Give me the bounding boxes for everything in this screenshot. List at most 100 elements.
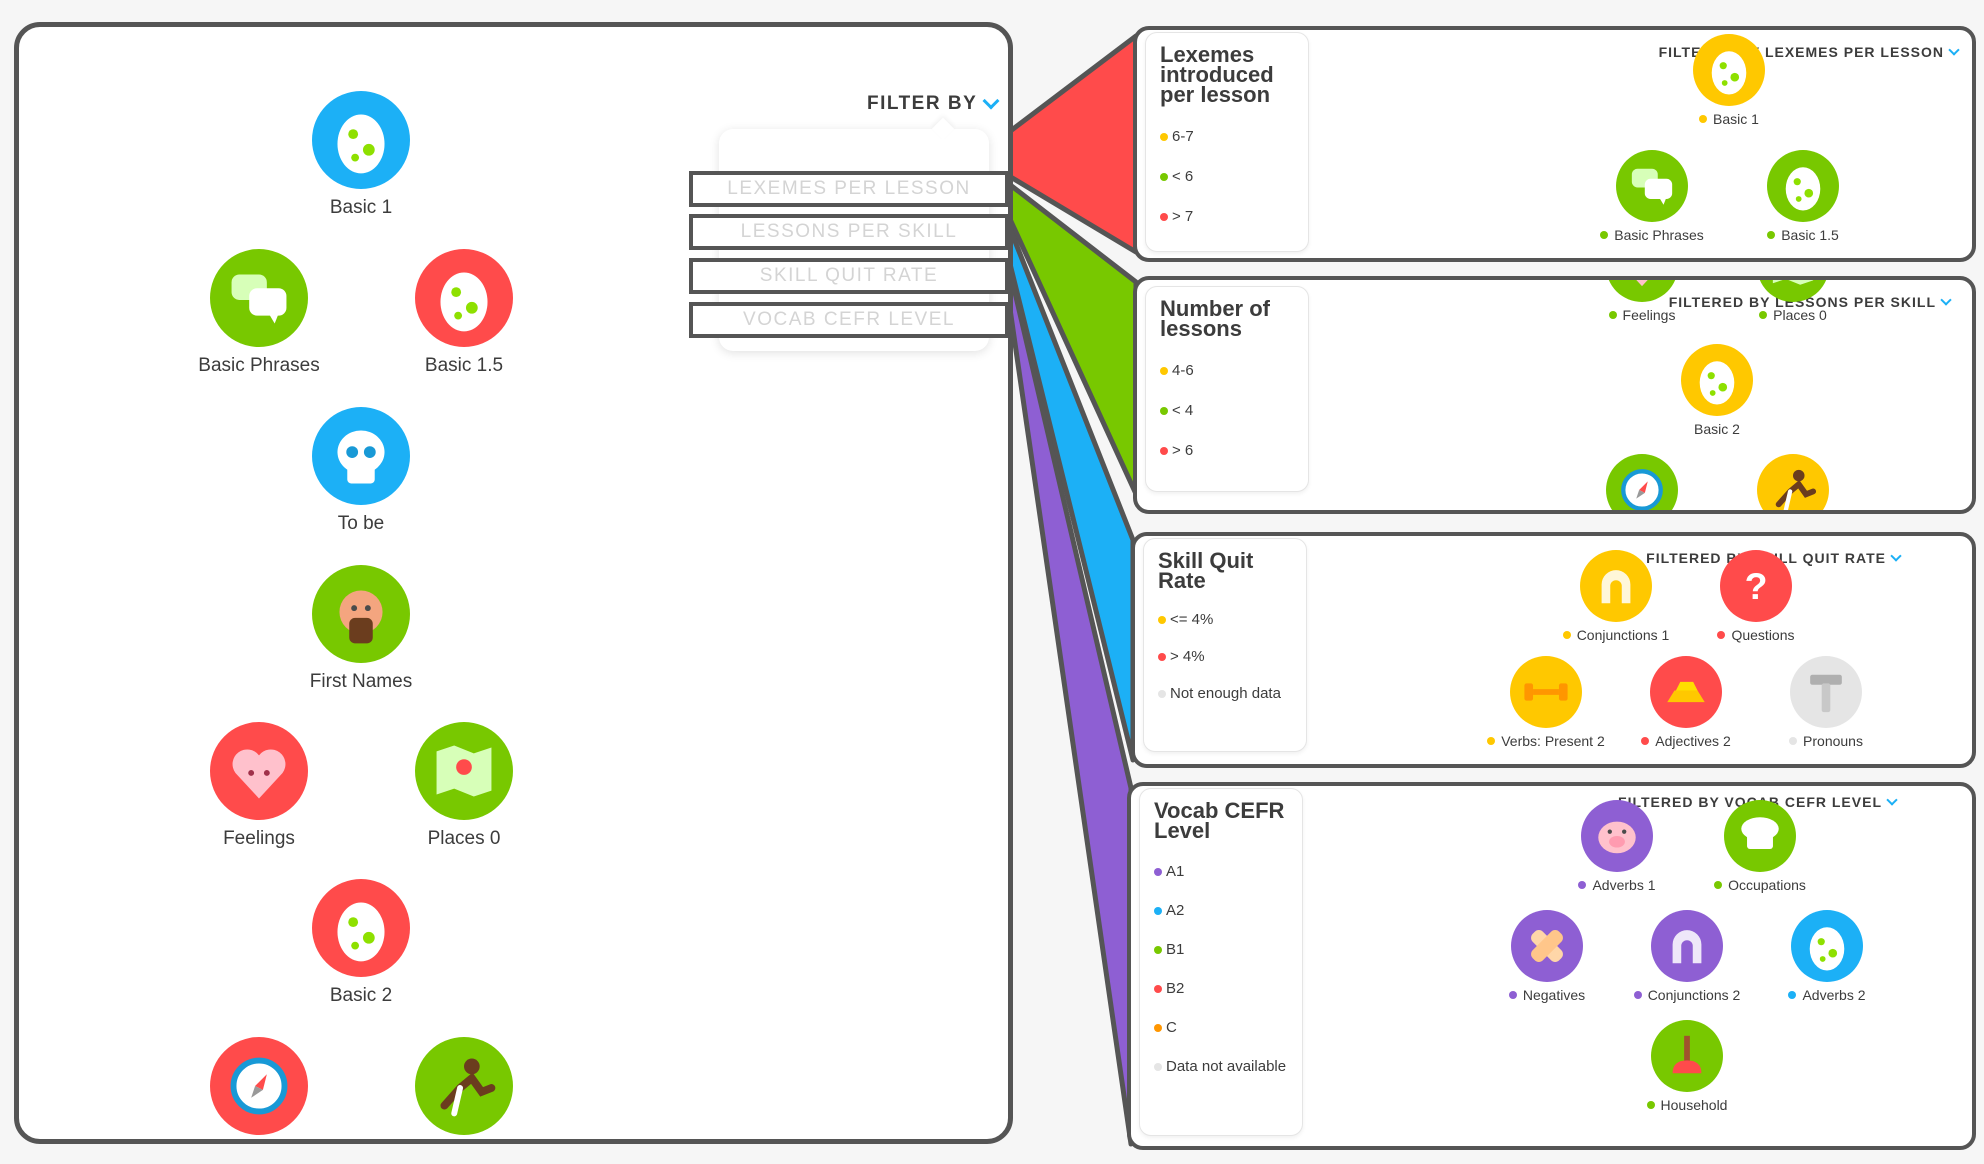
skill-circle[interactable]	[1757, 280, 1829, 302]
dropdown-option-lessons-per-skill[interactable]: LESSONS PER SKILL	[689, 214, 1008, 250]
dropdown-option-vocab-cefr-level[interactable]: VOCAB CEFR LEVEL	[689, 302, 1008, 338]
skill-circle[interactable]	[312, 879, 410, 977]
skill-circle[interactable]	[210, 722, 308, 820]
speech-bubbles-icon	[231, 274, 287, 324]
skill-circle[interactable]: ?	[1720, 550, 1792, 622]
filter-dropdown: LEXEMES PER LESSON LESSONS PER SKILL SKI…	[689, 129, 1008, 351]
legend-dot	[1154, 1063, 1162, 1071]
skill-label-row: Adverbs 2	[1747, 987, 1907, 1003]
question-mark-icon: ?	[1745, 565, 1768, 607]
skill-this-that[interactable]: This, that	[174, 1037, 344, 1139]
legend-label: > 4%	[1170, 648, 1205, 665]
status-dot	[1633, 991, 1642, 999]
status-dot	[1717, 631, 1726, 639]
legend-dot	[1158, 653, 1166, 661]
skill-circle[interactable]	[1580, 550, 1652, 622]
skill-feelings[interactable]: Feelings	[1562, 280, 1722, 323]
skill-circle[interactable]	[1510, 656, 1582, 728]
skill-circle[interactable]	[1651, 910, 1723, 982]
skill-basic-1[interactable]: Basic 1	[276, 91, 446, 219]
skill-circle[interactable]	[210, 1037, 308, 1135]
skill-circle[interactable]	[1790, 656, 1862, 728]
skill-circle[interactable]	[312, 407, 410, 505]
skill-to-be[interactable]: To be	[276, 407, 446, 535]
skill-partial[interactable]	[1713, 454, 1873, 510]
skill-basic-1-5[interactable]: Basic 1.5	[379, 249, 549, 377]
dropdown-option-lexemes-per-lesson[interactable]: LEXEMES PER LESSON	[689, 171, 1008, 207]
skill-verbs-present-2[interactable]: Verbs: Present 2	[1466, 656, 1626, 749]
skill-circle[interactable]	[415, 249, 513, 347]
legend-item: A2	[1154, 902, 1288, 919]
skill-basic-phrases[interactable]: Basic Phrases	[1572, 150, 1732, 243]
egg-icon	[1785, 167, 1821, 211]
skill-circle[interactable]	[1651, 1020, 1723, 1092]
skill-conjunctions-2[interactable]: Conjunctions 2	[1607, 910, 1767, 1003]
skill-basic-phrases[interactable]: Basic Phrases	[174, 249, 344, 377]
skill-circle[interactable]	[1606, 454, 1678, 510]
dropdown-option-skill-quit-rate[interactable]: SKILL QUIT RATE	[689, 258, 1008, 294]
skill-circle[interactable]	[312, 565, 410, 663]
skill-circle[interactable]	[415, 722, 513, 820]
skill-label-row: Basic 1.5	[1723, 227, 1883, 243]
skill-feelings[interactable]: Feelings	[174, 722, 344, 850]
skill-label: Household	[1660, 1097, 1728, 1113]
status-dot	[1578, 881, 1587, 889]
svg-text:?: ?	[1745, 565, 1768, 607]
skill-basic-1[interactable]: Basic 1	[1649, 34, 1809, 127]
skill-negatives[interactable]: Negatives	[1467, 910, 1627, 1003]
skill-places-0[interactable]: Places 0	[379, 722, 549, 850]
skill-adverbs-1[interactable]: Adverbs 1	[1537, 800, 1697, 893]
status-dot	[1788, 991, 1797, 999]
legend-dot	[1160, 173, 1168, 181]
legend-label: <= 4%	[1170, 611, 1214, 628]
status-dot	[1608, 311, 1617, 319]
filtered-by-label[interactable]: FILTERED BY LESSONS PER SKILL	[1669, 294, 1952, 310]
skill-circle[interactable]	[1791, 910, 1863, 982]
skill-places-0[interactable]: Places 0	[1713, 280, 1873, 323]
skill-adverbs-2[interactable]: Adverbs 2	[1747, 910, 1907, 1003]
chevron-down-icon	[1948, 44, 1960, 56]
skill-household[interactable]: Household	[1607, 1020, 1767, 1113]
skill-tree-panel: FILTER BY LEXEMES PER LESSON LESSONS PER…	[14, 22, 1013, 1144]
skill-conjunctions-1[interactable]: Conjunctions 1	[1536, 550, 1696, 643]
skill-label: Occupations	[1728, 877, 1806, 893]
skill-circle[interactable]	[1693, 34, 1765, 106]
legend-item: B1	[1154, 941, 1288, 958]
skill-label-row: Places 0	[1713, 307, 1873, 323]
skill-pronouns[interactable]: Pronouns	[1746, 656, 1906, 749]
filter-by-button[interactable]: FILTER BY	[867, 92, 1000, 115]
skill-label-row: Adverbs 1	[1537, 877, 1697, 893]
dumbbell-icon	[1524, 683, 1568, 701]
legend-dot	[1154, 1024, 1162, 1032]
skill-circle[interactable]	[1757, 454, 1829, 510]
skill-questions[interactable]: ? Questions	[1676, 550, 1836, 643]
skill-verbs-1[interactable]: Verbs 1	[379, 1037, 549, 1139]
status-dot	[1600, 231, 1609, 239]
gold-bars-icon	[1667, 681, 1705, 703]
skill-first-names[interactable]: First Names	[276, 565, 446, 693]
legend-dot	[1154, 946, 1162, 954]
skill-adjectives-2[interactable]: Adjectives 2	[1606, 656, 1766, 749]
skill-label: Places 0	[1773, 307, 1827, 323]
skill-circle[interactable]	[1616, 150, 1688, 222]
skill-circle[interactable]	[1606, 280, 1678, 302]
skill-circle[interactable]	[1767, 150, 1839, 222]
skill-basic-2[interactable]: Basic 2	[276, 879, 446, 1007]
skill-partial[interactable]	[1562, 454, 1722, 510]
skill-circle[interactable]	[415, 1037, 513, 1135]
skill-circle[interactable]	[1681, 344, 1753, 416]
skill-basic-2[interactable]: Basic 2	[1637, 344, 1797, 437]
map-icon	[1772, 280, 1814, 285]
skill-label-row: Household	[1607, 1097, 1767, 1113]
skill-basic-1-5[interactable]: Basic 1.5	[1723, 150, 1883, 243]
legend-card: Vocab CEFR Level A1 A2 B1 B2 C Data not avail…	[1139, 788, 1303, 1136]
legend-dot	[1160, 367, 1168, 375]
skill-occupations[interactable]: Occupations	[1680, 800, 1840, 893]
skill-circle[interactable]	[1724, 800, 1796, 872]
skill-circle[interactable]	[1581, 800, 1653, 872]
skill-circle[interactable]	[1650, 656, 1722, 728]
skill-circle[interactable]	[312, 91, 410, 189]
egg-icon	[337, 114, 385, 174]
skill-circle[interactable]	[1511, 910, 1583, 982]
skill-circle[interactable]	[210, 249, 308, 347]
